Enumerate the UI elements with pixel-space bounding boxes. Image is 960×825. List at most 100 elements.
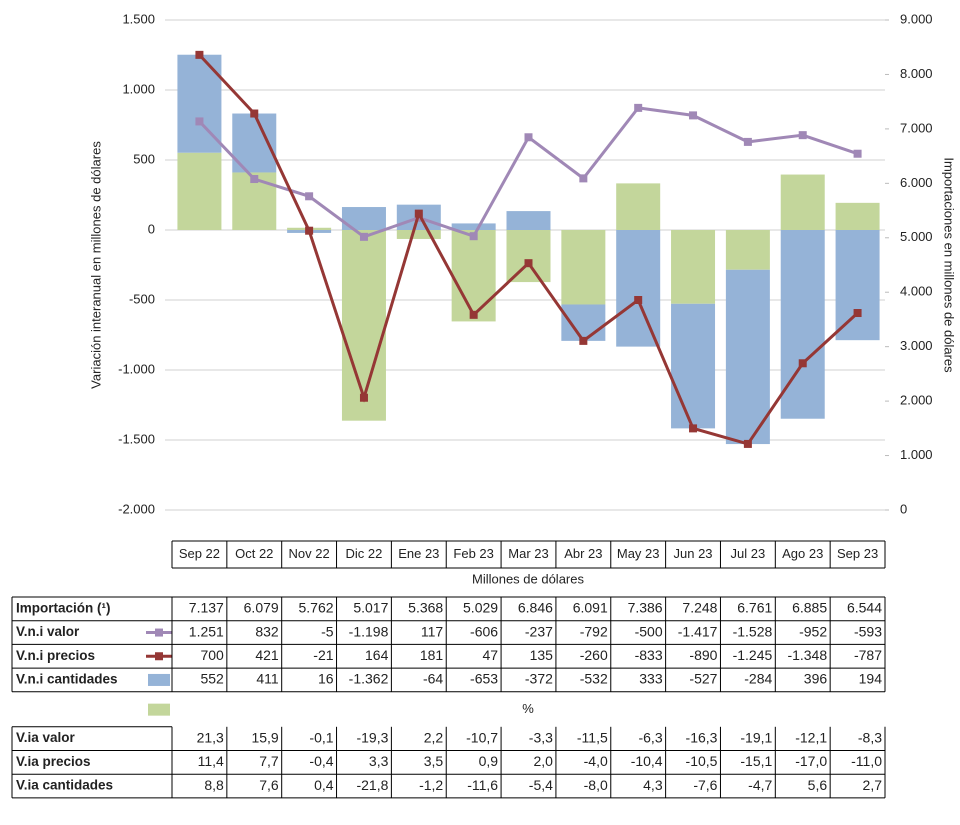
bar <box>396 230 441 239</box>
table-value: 7,6 <box>259 777 279 793</box>
table-value: -16,3 <box>686 729 718 745</box>
table-value: 16 <box>318 671 334 687</box>
line-marker <box>689 424 698 433</box>
table-value: -1,2 <box>419 777 443 793</box>
bar <box>671 303 716 429</box>
table-value: -833 <box>635 647 663 663</box>
x-tick-label: Mar 23 <box>508 546 548 561</box>
table-value: 6.885 <box>792 600 827 616</box>
table-value: -890 <box>689 647 717 663</box>
table-value: -1.528 <box>733 623 773 639</box>
bar <box>506 230 551 283</box>
bar <box>780 230 825 419</box>
table-value: -4,7 <box>748 777 772 793</box>
y2-tick-label: 2.000 <box>900 393 933 408</box>
table-value: -3,3 <box>529 729 553 745</box>
y-tick-label: -500 <box>129 291 155 306</box>
table-value: 135 <box>530 647 554 663</box>
table-value: -7,6 <box>693 777 717 793</box>
row-label: V.ia precios <box>16 754 91 769</box>
table-value: 2,0 <box>533 753 553 769</box>
row-label: V.ia cantidades <box>16 778 113 793</box>
x-tick-label: Ago 23 <box>782 546 823 561</box>
y2-tick-label: 6.000 <box>900 175 933 190</box>
bar <box>561 230 606 305</box>
table-value: 700 <box>200 647 224 663</box>
x-tick-label: Feb 23 <box>453 546 493 561</box>
line-marker <box>469 232 478 241</box>
table-value: 8,8 <box>204 777 224 793</box>
table-value: -6,3 <box>638 729 662 745</box>
table-value: -21 <box>313 647 333 663</box>
y2-tick-label: 1.000 <box>900 447 933 462</box>
table-value: -532 <box>580 671 608 687</box>
x-tick-label: Sep 22 <box>179 546 220 561</box>
table-value: 11,4 <box>198 753 224 769</box>
y2-axis-title: Importaciones en millones de dólares <box>942 157 957 373</box>
x-tick-label: Jun 23 <box>674 546 713 561</box>
table-value: 2,7 <box>863 777 883 793</box>
table-value: -0,4 <box>309 753 333 769</box>
x-tick-label: Sep 23 <box>837 546 878 561</box>
pct-label: % <box>522 701 534 716</box>
row-label: Importación (¹) <box>16 600 111 615</box>
table-value: 832 <box>255 623 279 639</box>
y2-tick-label: 9.000 <box>900 11 933 26</box>
table-value: -1.198 <box>349 623 389 639</box>
table-value: -15,1 <box>740 753 772 769</box>
bar <box>671 230 716 304</box>
x-tick-label: Nov 22 <box>289 546 330 561</box>
table-value: -952 <box>799 623 827 639</box>
table-value: 4,3 <box>643 777 663 793</box>
line-marker <box>689 111 698 120</box>
x-tick-label: Dic 22 <box>346 546 383 561</box>
table-value: 5.029 <box>463 600 498 616</box>
bar <box>725 269 770 445</box>
table-value: 164 <box>365 647 389 663</box>
y-tick-label: 1.500 <box>122 11 155 26</box>
table-value: 396 <box>804 671 828 687</box>
bar <box>341 207 386 230</box>
line-marker <box>305 226 314 235</box>
y2-tick-label: 8.000 <box>900 66 933 81</box>
line-marker <box>414 209 423 218</box>
x-tick-label: Jul 23 <box>731 546 766 561</box>
line-marker <box>195 50 204 59</box>
y-tick-label: 500 <box>133 151 155 166</box>
x-tick-label: Oct 22 <box>235 546 273 561</box>
table-value: 181 <box>420 647 444 663</box>
table-value: -19,1 <box>740 729 772 745</box>
y2-tick-label: 4.000 <box>900 284 933 299</box>
table-value: 1.251 <box>189 623 224 639</box>
line-marker <box>305 192 314 201</box>
y-tick-label: -2.000 <box>118 501 155 516</box>
table-value: -5 <box>321 623 334 639</box>
table-value: -500 <box>635 623 663 639</box>
line-marker <box>250 175 259 184</box>
table-value: 6.091 <box>573 600 608 616</box>
legend-icon <box>148 703 170 716</box>
table-value: 5.017 <box>353 600 388 616</box>
table-value: -792 <box>580 623 608 639</box>
table-value: -19,3 <box>356 729 388 745</box>
table-value: 0,9 <box>479 753 499 769</box>
table-value: 3,5 <box>424 753 444 769</box>
bar <box>177 152 222 230</box>
line-marker <box>634 296 643 304</box>
line-marker <box>359 393 368 402</box>
y-tick-label: 1.000 <box>122 81 155 96</box>
table-value: 421 <box>255 647 279 663</box>
y2-tick-label: 0 <box>900 501 907 516</box>
line-marker <box>579 336 588 345</box>
y2-tick-label: 5.000 <box>900 229 933 244</box>
line-marker <box>853 309 862 318</box>
legend-icon <box>148 673 170 686</box>
table-value: 3,3 <box>369 753 389 769</box>
line-marker <box>634 103 643 112</box>
table-value: 47 <box>482 647 498 663</box>
line-marker <box>798 131 807 140</box>
table-value: 7.137 <box>189 600 224 616</box>
line-marker <box>359 232 368 241</box>
row-label: V.n.i precios <box>16 648 95 663</box>
